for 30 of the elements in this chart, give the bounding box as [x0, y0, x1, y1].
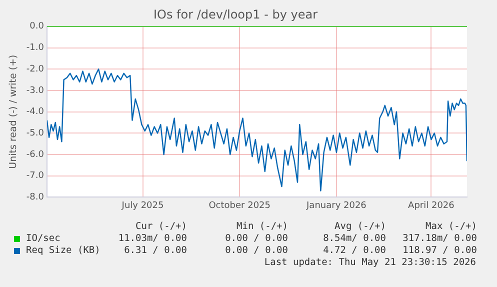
text: 0.00 / 0.00: [225, 245, 288, 256]
text: Last update: Thu May 21 23:30:15 2026: [264, 257, 476, 268]
text: 4.72 / 0.00: [323, 245, 386, 256]
text: 6.31 / 0.00: [124, 245, 187, 256]
y-axis-title: Units read (-) / write (+): [8, 54, 20, 169]
y-tick-label: -1.0: [26, 43, 44, 54]
y-tick-label: 0.0: [30, 22, 44, 32]
y-tick-label: -5.0: [26, 128, 44, 138]
text: 8.54m/ 0.00: [323, 233, 386, 244]
y-tick-label: -4.0: [26, 107, 44, 118]
text: 0.00 / 0.00: [225, 233, 288, 244]
legend-label: IO/sec: [26, 233, 60, 244]
chart-title: IOs for /dev/loop1 - by year: [153, 7, 318, 22]
x-tick-label: July 2025: [120, 200, 164, 211]
y-tick-label: -6.0: [26, 150, 44, 160]
x-tick-label: October 2025: [208, 200, 271, 211]
legend-label: Req Size (KB): [26, 245, 100, 256]
text: 11.03m/ 0.00: [118, 233, 187, 244]
y-tick-label: -7.0: [26, 171, 44, 182]
text: 118.97 / 0.00: [402, 245, 477, 256]
y-tick-label: -2.0: [26, 64, 44, 74]
y-tick-label: -3.0: [26, 86, 44, 96]
y-tick-label: -8.0: [26, 192, 44, 203]
text: Cur (-/+): [136, 221, 187, 232]
text: Avg (-/+): [334, 221, 386, 232]
x-tick-label: January 2026: [306, 200, 367, 211]
x-tick-label: April 2026: [408, 200, 455, 211]
text: 317.18m/ 0.00: [402, 233, 477, 244]
text: Min (-/+): [236, 221, 288, 232]
text: Max (-/+): [426, 221, 477, 232]
